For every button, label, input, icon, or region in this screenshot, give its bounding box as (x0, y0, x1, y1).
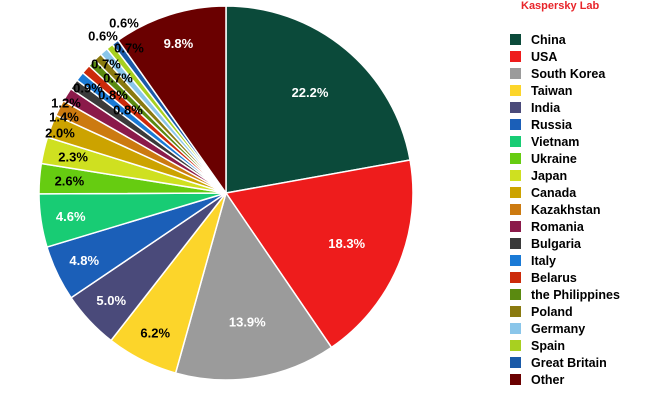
slice-label-usa: 18.3% (328, 236, 365, 251)
slice-south-korea (174, 191, 333, 381)
legend-label: Taiwan (531, 83, 573, 98)
legend-label: South Korea (531, 66, 606, 81)
slice-label-spain: 0.6% (88, 29, 118, 44)
legend-label: Bulgaria (531, 236, 582, 251)
slice-label-germany: 0.7% (114, 41, 144, 56)
legend-item-taiwan: Taiwan (510, 82, 620, 99)
legend-label: Other (531, 372, 565, 387)
pie-slices (38, 5, 414, 381)
legend-item-the-philippines: the Philippines (510, 286, 620, 303)
legend-swatch (510, 306, 521, 317)
legend-swatch (510, 85, 521, 96)
slice-label-india: 5.0% (96, 293, 126, 308)
legend-label: Spain (531, 338, 566, 353)
legend-label: Poland (531, 304, 573, 319)
slice-usa (224, 159, 414, 349)
slice-label-bulgaria: 0.9% (73, 81, 103, 96)
legend-swatch (510, 289, 521, 300)
legend-label: Belarus (531, 270, 577, 285)
legend-item-usa: USA (510, 48, 620, 65)
legend-item-italy: Italy (510, 252, 620, 269)
legend-item-bulgaria: Bulgaria (510, 235, 620, 252)
legend-item-japan: Japan (510, 167, 620, 184)
legend-swatch (510, 34, 521, 45)
legend-label: Italy (531, 253, 557, 268)
legend-swatch (510, 340, 521, 351)
legend-label: India (531, 100, 561, 115)
slice-label-russia: 4.8% (69, 253, 99, 268)
legend-item-vietnam: Vietnam (510, 133, 620, 150)
legend-item-kazakhstan: Kazakhstan (510, 201, 620, 218)
legend-swatch (510, 170, 521, 181)
slice-label-japan: 2.3% (58, 150, 88, 165)
slice-label-the-philippines: 0.7% (91, 57, 121, 72)
legend-item-poland: Poland (510, 303, 620, 320)
slice-label-other: 9.8% (164, 36, 194, 51)
legend-item-other: Other (510, 371, 620, 388)
slice-label-taiwan: 6.2% (140, 326, 170, 341)
legend-item-romania: Romania (510, 218, 620, 235)
legend-item-great-britain: Great Britain (510, 354, 620, 371)
legend-swatch (510, 51, 521, 62)
legend-label: Canada (531, 185, 577, 200)
legend-swatch (510, 187, 521, 198)
legend-swatch (510, 119, 521, 130)
legend-swatch (510, 221, 521, 232)
legend-label: Great Britain (531, 355, 607, 370)
legend-swatch (510, 323, 521, 334)
slice-label-poland: 0.7% (103, 71, 133, 86)
slice-label-great-britain: 0.6% (109, 16, 139, 31)
legend-label: Russia (531, 117, 572, 132)
legend-item-india: India (510, 99, 620, 116)
legend-swatch (510, 272, 521, 283)
legend-item-belarus: Belarus (510, 269, 620, 286)
legend-item-spain: Spain (510, 337, 620, 354)
legend-swatch (510, 68, 521, 79)
slice-label-kazakhstan: 1.4% (49, 110, 79, 125)
slice-label-ukraine: 2.6% (55, 173, 85, 188)
legend-label: Kazakhstan (531, 202, 601, 217)
chart-legend: China USA South Korea Taiwan India Russia Viet… (510, 31, 620, 388)
legend-swatch (510, 374, 521, 385)
legend-label: USA (531, 49, 558, 64)
legend-swatch (510, 153, 521, 164)
legend-item-russia: Russia (510, 116, 620, 133)
legend-label: Japan (531, 168, 568, 183)
legend-swatch (510, 255, 521, 266)
legend-label: China (531, 32, 566, 47)
slice-label-vietnam: 4.6% (56, 209, 86, 224)
slice-label-canada: 2.0% (45, 126, 75, 141)
legend-item-germany: Germany (510, 320, 620, 337)
legend-label: Ukraine (531, 151, 577, 166)
pie-labels: 22.2% 18.3% 13.9% 6.2% 5.0% 4.8% 4.6% 2.6% 2.3% 2… (45, 16, 365, 341)
legend-swatch (510, 238, 521, 249)
legend-label: Romania (531, 219, 584, 234)
legend-swatch (510, 136, 521, 147)
legend-item-canada: Canada (510, 184, 620, 201)
legend-label: Germany (531, 321, 586, 336)
legend-label: the Philippines (531, 287, 620, 302)
slice-label-italy: 0.8% (98, 88, 128, 103)
slice-china (225, 5, 411, 194)
kaspersky-lab-brand: Kaspersky Lab (521, 0, 600, 12)
legend-item-china: China (510, 31, 620, 48)
legend-swatch (510, 204, 521, 215)
legend-item-ukraine: Ukraine (510, 150, 620, 167)
slice-other (117, 5, 227, 196)
slice-label-romania: 1.2% (51, 96, 81, 111)
legend-item-south-korea: South Korea (510, 65, 620, 82)
slice-label-south-korea: 13.9% (229, 315, 266, 330)
slice-label-belarus: 0.8% (113, 103, 143, 118)
legend-label: Vietnam (531, 134, 580, 149)
slice-label-china: 22.2% (292, 85, 329, 100)
legend-swatch (510, 357, 521, 368)
legend-swatch (510, 102, 521, 113)
